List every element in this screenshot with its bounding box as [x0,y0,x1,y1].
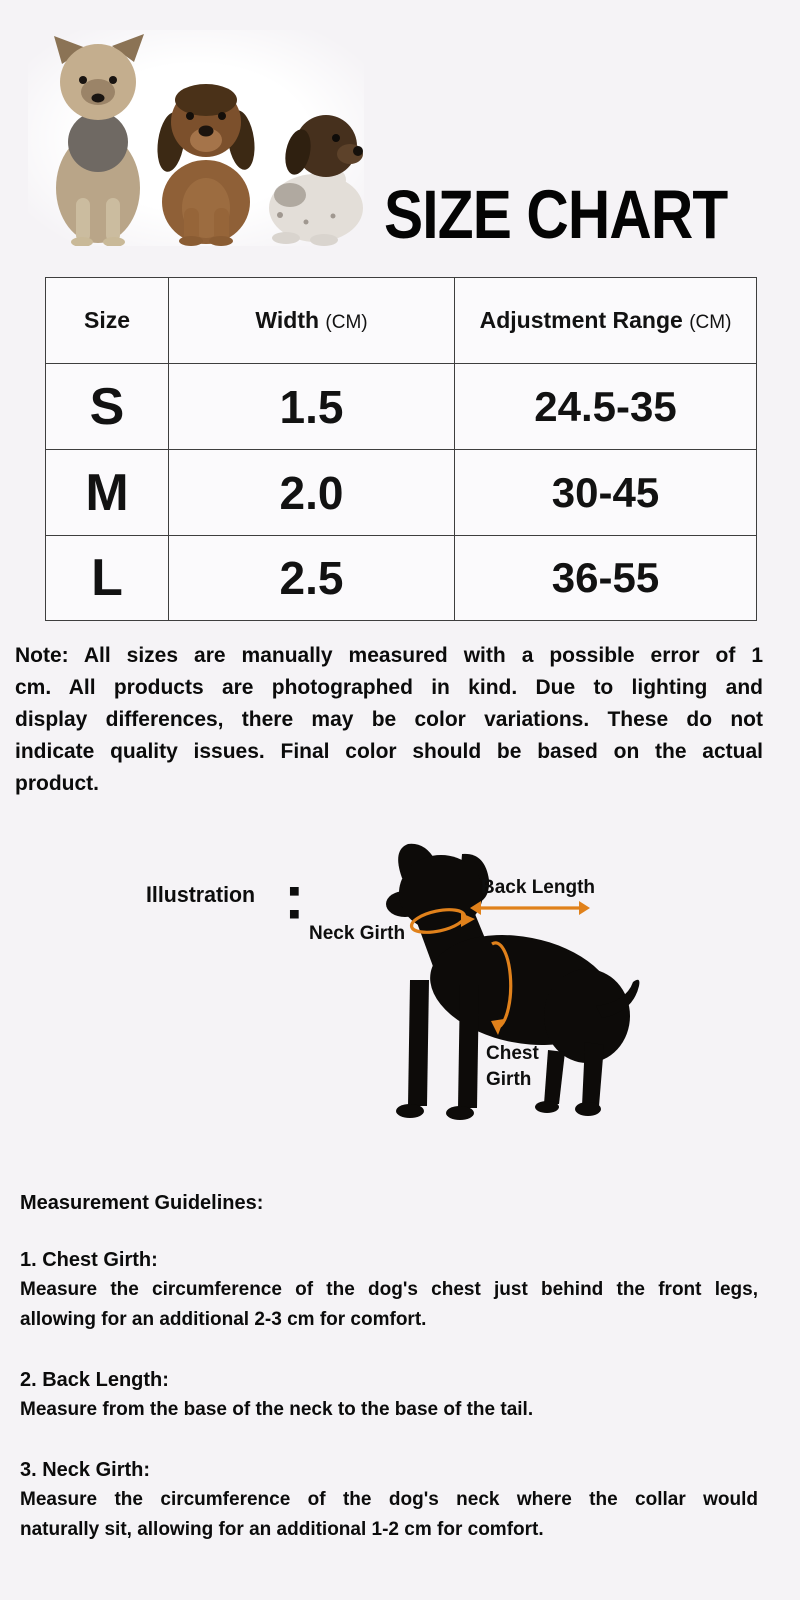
guideline-line: Measure the circumference of the dog's c… [20,1279,758,1300]
guideline-chest-girth: 1. Chest Girth: Measure the circumferenc… [20,1245,758,1335]
guideline-title: 1. Chest Girth: [20,1249,158,1271]
puppy-pointer [269,115,363,246]
size-table: Size Width (CM) Adjustment Range (CM) S … [45,277,757,621]
range-s: 24.5-35 [454,363,757,450]
chest-girth-arrow [491,941,513,1029]
guideline-line: Measure from the base of the neck to the… [20,1399,534,1420]
size-m: M [45,449,169,536]
note-line: Note: All sizes are manually measured wi… [15,644,763,667]
measurement-guidelines: Measurement Guidelines: 1. Chest Girth: … [20,1188,758,1575]
width-l: 2.5 [168,535,455,621]
guideline-back-length: 2. Back Length: Measure from the base of… [20,1365,758,1425]
dog-measurement-illustration [386,843,640,1120]
table-row-m: M 2.0 30-45 [45,449,757,536]
size-s: S [45,363,169,450]
page-title: SIZE CHART [384,176,728,253]
back-length-label: Back Length [481,877,596,898]
table-row-l: L 2.5 36-55 [45,535,757,621]
column-header-size: Size [45,277,169,364]
width-unit: (CM) [325,312,368,333]
illustration-colon: : [284,864,305,933]
range-l: 36-55 [454,535,757,621]
table-row-s: S 1.5 24.5-35 [45,363,757,450]
guideline-line: Measure the circumference of the dog's n… [20,1489,758,1510]
note-line: indicate quality issues. Final color sho… [15,740,763,763]
range-m: 30-45 [454,449,757,536]
note-line: product. [15,772,99,795]
chest-girth-label: Chest Girth [486,1043,539,1090]
guideline-line: naturally sit, allowing for an additiona… [20,1519,544,1540]
width-m: 2.0 [168,449,455,536]
guideline-line: allowing for an additional 2-3 cm for co… [20,1309,427,1330]
guideline-title: 3. Neck Girth: [20,1459,151,1481]
range-unit: (CM) [689,312,732,333]
guideline-neck-girth: 3. Neck Girth: Measure the circumference… [20,1455,758,1545]
puppy-spaniel [157,84,255,246]
illustration-label: Illustration [146,882,256,907]
note-line: display differences, there may be color … [15,708,763,731]
note-line: cm. All products are photographed in kin… [15,676,763,699]
neck-girth-label: Neck Girth [309,923,406,944]
table-header-row: Size Width (CM) Adjustment Range (CM) [45,277,757,364]
column-header-width: Width (CM) [168,277,455,364]
puppies-photo [28,30,364,246]
width-s: 1.5 [168,363,455,450]
puppy-yorkie [54,34,144,246]
note-paragraph: Note: All sizes are manually measured wi… [15,640,763,800]
size-l: L [45,535,169,621]
guideline-title: 2. Back Length: [20,1369,169,1391]
guidelines-heading: Measurement Guidelines: [20,1192,264,1214]
column-header-range: Adjustment Range (CM) [454,277,757,364]
